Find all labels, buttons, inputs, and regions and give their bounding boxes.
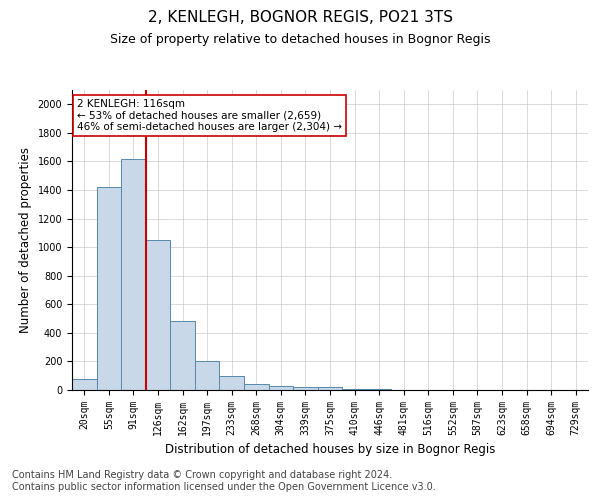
Bar bbox=[318, 387, 342, 390]
Y-axis label: Number of detached properties: Number of detached properties bbox=[19, 147, 32, 333]
Bar bbox=[170, 322, 195, 390]
Text: Size of property relative to detached houses in Bognor Regis: Size of property relative to detached ho… bbox=[110, 32, 490, 46]
Bar bbox=[220, 376, 244, 390]
Bar bbox=[72, 380, 97, 390]
Bar bbox=[342, 388, 367, 390]
Text: 2 KENLEGH: 116sqm
← 53% of detached houses are smaller (2,659)
46% of semi-detac: 2 KENLEGH: 116sqm ← 53% of detached hous… bbox=[77, 99, 342, 132]
Bar bbox=[121, 158, 146, 390]
Text: Contains HM Land Registry data © Crown copyright and database right 2024.: Contains HM Land Registry data © Crown c… bbox=[12, 470, 392, 480]
Bar bbox=[293, 387, 318, 390]
Bar bbox=[97, 187, 121, 390]
Bar bbox=[244, 384, 269, 390]
Bar bbox=[269, 386, 293, 390]
Bar bbox=[195, 362, 220, 390]
Text: Distribution of detached houses by size in Bognor Regis: Distribution of detached houses by size … bbox=[165, 442, 495, 456]
Bar bbox=[146, 240, 170, 390]
Text: 2, KENLEGH, BOGNOR REGIS, PO21 3TS: 2, KENLEGH, BOGNOR REGIS, PO21 3TS bbox=[148, 10, 452, 25]
Text: Contains public sector information licensed under the Open Government Licence v3: Contains public sector information licen… bbox=[12, 482, 436, 492]
